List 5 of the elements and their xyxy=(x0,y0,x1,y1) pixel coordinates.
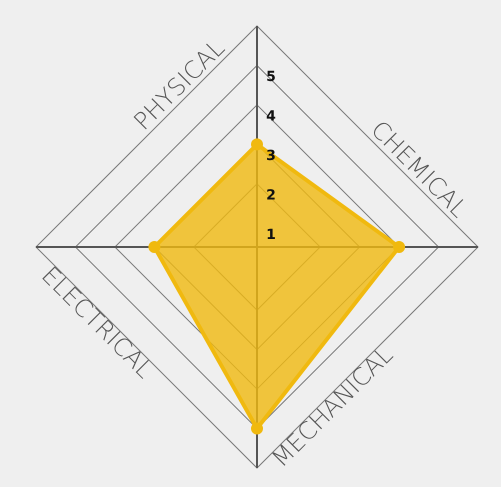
y-tick-label: 2 xyxy=(266,188,276,204)
y-tick-label: 3 xyxy=(266,148,276,164)
y-tick-label: 1 xyxy=(266,226,276,243)
y-tick-label: 4 xyxy=(266,108,276,125)
y-tick-label: 5 xyxy=(266,69,276,86)
